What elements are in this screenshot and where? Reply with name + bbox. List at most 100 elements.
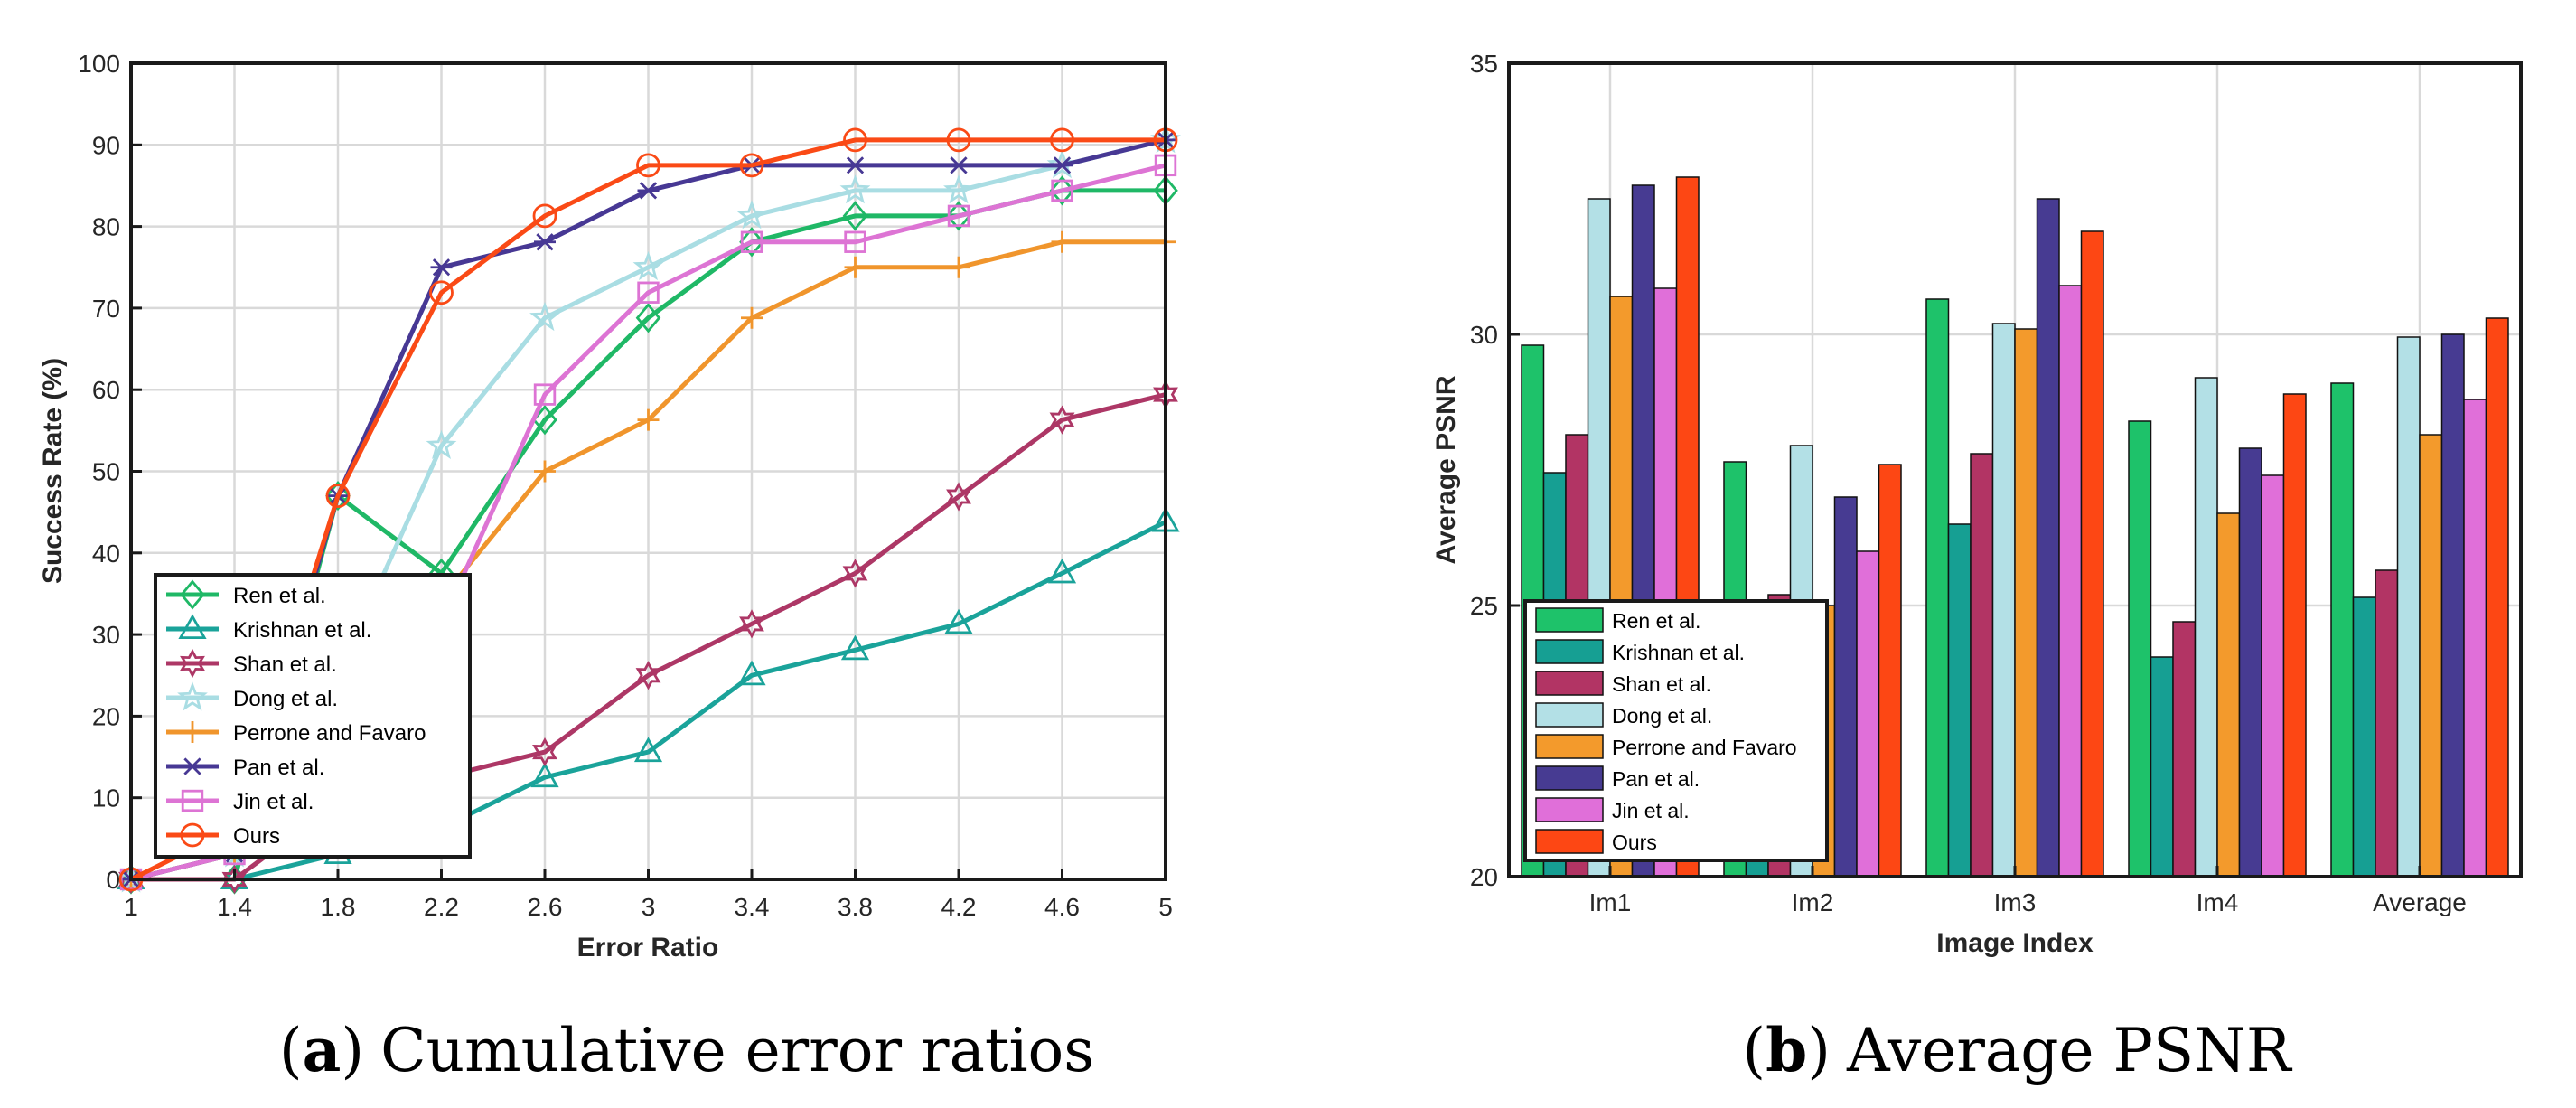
data-point-ours — [429, 280, 454, 305]
legend-label: Perrone and Favaro — [233, 721, 426, 746]
legend-item: Ren et al. — [1535, 607, 1700, 633]
legend-item: Krishnan et al. — [166, 614, 371, 643]
legend-swatch — [1535, 829, 1604, 854]
bar-jin-et-al — [1856, 550, 1880, 878]
legend-swatch-marker — [180, 579, 205, 610]
line-chart: 1 1.4 1.8 2.2 2.6 3 3.4 3.8 4.2 4.6 50102030405060… — [38, 50, 1181, 962]
legend-label: Krishnan et al. — [1612, 641, 1745, 664]
bar-chart-ytick-label: 20 — [1470, 863, 1498, 891]
data-point-perrone-and-favaro — [637, 408, 660, 431]
legend-item: Dong et al. — [1535, 702, 1712, 728]
bar-chart-ytick-label: 25 — [1470, 592, 1498, 620]
data-point-ours — [946, 127, 971, 153]
data-point-jin-et-al — [740, 230, 763, 253]
legend-item: Jin et al. — [166, 789, 314, 814]
line-chart-xtick-label: 2.6 — [528, 893, 563, 921]
data-point-shan-et-al — [946, 482, 971, 512]
bar-chart-series — [1521, 176, 2509, 878]
legend-swatch-marker — [180, 648, 205, 679]
bar-chart-ylabel: Average PSNR — [1431, 375, 1461, 564]
line-chart-ytick-label: 90 — [92, 131, 120, 159]
legend-label: Jin et al. — [1612, 799, 1690, 822]
bar-pan-et-al — [2036, 198, 2060, 878]
bar-perrone-and-favaro — [2014, 328, 2038, 878]
data-point-perrone-and-favaro — [534, 460, 556, 483]
data-point-pan-et-al — [1051, 156, 1073, 174]
line-chart-ytick-label: 40 — [92, 540, 120, 568]
bar-chart-xtick-label: Average — [2373, 888, 2467, 916]
data-point-perrone-and-favaro — [844, 256, 866, 278]
legend-swatch-marker — [177, 681, 208, 711]
caption-a: (a) Cumulative error ratios — [279, 1015, 1094, 1085]
legend-swatch-marker — [181, 789, 204, 812]
caption-b-label: b — [1766, 1015, 1807, 1085]
data-point-jin-et-al — [637, 281, 660, 304]
data-point-ours — [1050, 127, 1074, 153]
caption-b-text: Average PSNR — [1846, 1016, 2293, 1085]
legend-swatch — [1535, 671, 1604, 696]
data-point-shan-et-al — [221, 864, 248, 895]
bar-dong-et-al — [2194, 377, 2218, 878]
line-chart-ylabel: Success Rate (%) — [38, 358, 68, 584]
line-chart-ytick-label: 0 — [106, 866, 120, 894]
legend-item: Ours — [166, 822, 280, 849]
bar-jin-et-al — [2058, 285, 2083, 878]
data-point-pan-et-al — [948, 156, 970, 174]
bar-ours — [2282, 393, 2307, 878]
data-point-dong-et-al — [943, 174, 974, 204]
data-point-shan-et-al — [739, 609, 764, 639]
line-chart-xtick-label: 5 — [1158, 893, 1173, 921]
data-point-ren-et-al — [1049, 175, 1075, 206]
bar-jin-et-al — [2261, 474, 2285, 878]
bar-chart-xtick-label: Im3 — [1994, 888, 2037, 916]
caption-a-label: a — [303, 1015, 342, 1085]
legend-item: Pan et al. — [1535, 765, 1700, 791]
line-chart-legend: Ren et al. Krishnan et al. Shan et al. Dong… — [154, 573, 472, 859]
series-line-krishnan-et-al — [131, 520, 1167, 882]
line-chart-ytick-label: 100 — [78, 50, 120, 78]
bar-shan-et-al — [2375, 569, 2399, 878]
data-point-krishnan-et-al — [530, 762, 559, 788]
data-point-ours — [843, 127, 867, 153]
data-point-krishnan-et-al — [633, 737, 663, 763]
data-point-shan-et-al — [1049, 405, 1075, 435]
data-point-jin-et-al — [533, 383, 557, 406]
bar-ren-et-al — [2128, 420, 2152, 878]
data-point-ren-et-al — [635, 303, 661, 333]
line-chart-ytick-label: 20 — [92, 702, 120, 730]
data-point-ours — [636, 153, 660, 178]
bar-ours — [1878, 464, 1902, 878]
bar-shan-et-al — [2172, 621, 2197, 878]
legend-swatch-marker — [180, 822, 205, 848]
line-chart-xtick-label: 4.2 — [941, 893, 977, 921]
data-point-jin-et-al — [947, 204, 970, 228]
legend-item: Shan et al. — [1535, 671, 1711, 696]
bar-krishnan-et-al — [1947, 523, 1972, 878]
legend-item: Jin et al. — [1535, 797, 1690, 822]
line-chart-xlabel: Error Ratio — [577, 933, 719, 962]
legend-swatch — [1535, 607, 1604, 633]
bar-perrone-and-favaro — [2419, 434, 2443, 878]
line-chart-xtick-label: 2.2 — [424, 893, 459, 921]
legend-label: Shan et al. — [233, 653, 337, 677]
legend-label: Jin et al. — [233, 790, 314, 814]
data-point-pan-et-al — [844, 156, 866, 174]
caption-b: (b) Average PSNR — [1742, 1015, 2293, 1085]
legend-swatch-marker — [178, 614, 207, 639]
data-point-krishnan-et-al — [737, 660, 766, 686]
bar-chart-xlabel: Image Index — [1936, 928, 2094, 958]
data-point-shan-et-al — [635, 661, 661, 690]
bar-ours — [2080, 230, 2104, 878]
bar-chart-ytick-label: 35 — [1470, 50, 1498, 78]
bar-chart-ticks: 20 25 30 35 Im1 Im2 Im3 Im4 Average — [1470, 50, 2467, 916]
data-point-perrone-and-favaro — [741, 306, 763, 329]
data-point-shan-et-al — [532, 737, 557, 767]
data-point-perrone-and-favaro — [948, 256, 970, 278]
legend-item: Shan et al. — [166, 648, 337, 679]
legend-label: Pan et al. — [233, 756, 324, 780]
legend-item: Perrone and Favaro — [1535, 734, 1797, 759]
data-point-ren-et-al — [739, 227, 764, 258]
data-point-perrone-and-favaro — [1051, 230, 1073, 253]
data-point-dong-et-al — [632, 250, 664, 281]
